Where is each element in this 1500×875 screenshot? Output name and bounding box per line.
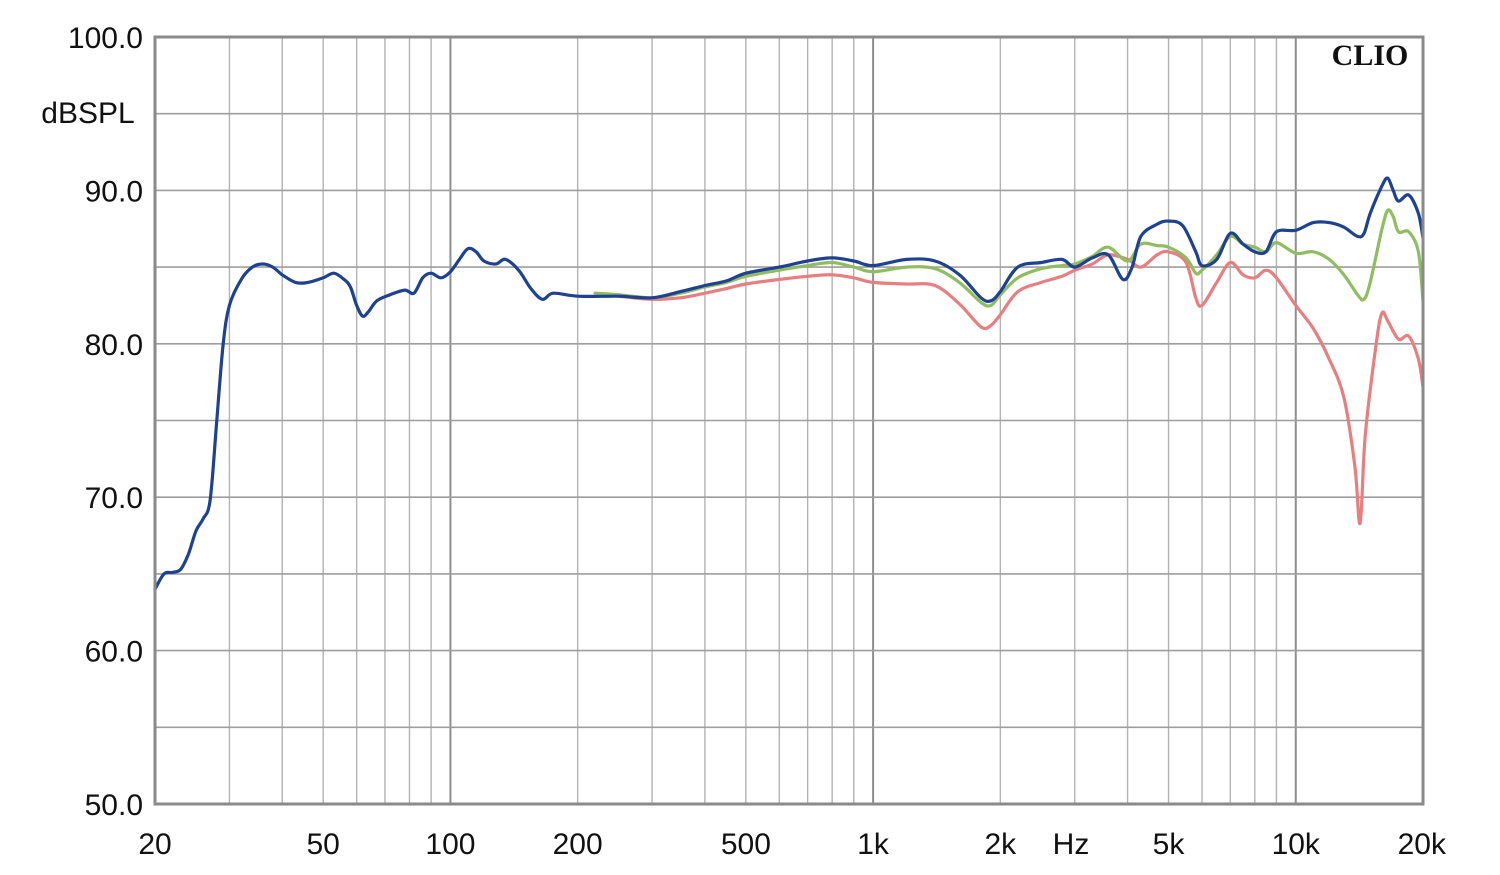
x-tick-label: 2k	[984, 828, 1017, 861]
x-tick-label: 10k	[1272, 828, 1321, 861]
y-tick-label: 50.0	[85, 789, 143, 822]
series-lines	[153, 176, 1425, 591]
plot-frame	[153, 35, 1425, 806]
x-tick-label: 1k	[857, 828, 890, 861]
x-tick-label: 200	[553, 828, 603, 861]
series-line-1	[593, 249, 1425, 525]
brand-label: CLIO	[1332, 39, 1409, 72]
y-tick-label: 90.0	[85, 175, 143, 208]
brand-label-background	[1322, 40, 1418, 72]
series-line-2	[593, 208, 1425, 308]
x-tick-label: 20	[138, 828, 171, 861]
y-tick-label: 60.0	[85, 636, 143, 669]
y-tick-label: 100.0	[68, 22, 143, 55]
x-tick-label: 5k	[1153, 828, 1186, 861]
y-tick-label: 70.0	[85, 482, 143, 515]
y-tick-labels: 100.0 90.0 80.0 70.0 60.0 50.0	[68, 22, 143, 822]
x-tick-label: 500	[721, 828, 771, 861]
series-line-3	[153, 176, 1425, 591]
x-tick-label: 50	[307, 828, 340, 861]
y-axis-unit-label: dBSPL	[41, 97, 134, 130]
x-axis-unit-label: Hz	[1053, 828, 1090, 861]
major-gridlines	[155, 37, 1423, 804]
x-tick-labels: 20 50 100 200 500 1k 2k 5k 10k 20k	[138, 828, 1447, 861]
x-tick-label: 100	[425, 828, 475, 861]
y-tick-label: 80.0	[85, 329, 143, 362]
x-tick-label: 20k	[1398, 828, 1447, 861]
